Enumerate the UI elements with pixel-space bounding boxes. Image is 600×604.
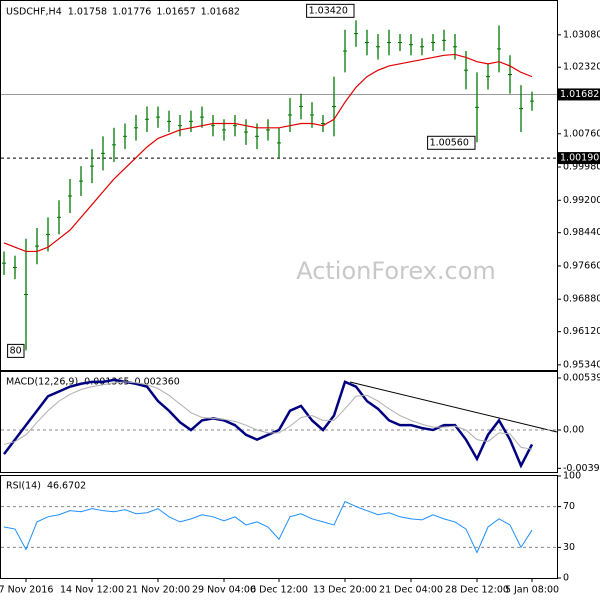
x-tick-label: 21 Nov 20:00 (126, 585, 190, 596)
y-tick-label: 100 (563, 471, 581, 482)
indicator-line (3, 500, 533, 554)
y-tick-label: 1.02320 (563, 62, 600, 73)
y-tick-label: 0.005398 (563, 372, 600, 383)
annotation-box (427, 135, 476, 150)
macd-panel (0, 371, 558, 473)
annotation-box (7, 343, 25, 358)
moving-average (3, 53, 533, 253)
y-tick-label: 1.00760 (563, 128, 600, 139)
y-tick-label: -0.003981 (563, 463, 600, 474)
annotation-label: 1.00560 (430, 137, 469, 148)
y-tick-label: 0.00 (563, 424, 584, 435)
y-tick-label: 0.99200 (563, 195, 600, 206)
annotation-box (306, 3, 355, 18)
y-tick-label: 0.98440 (563, 227, 600, 238)
indicator-line (3, 378, 534, 469)
readout-value: 46.6702 (47, 481, 86, 492)
y-tick-label: 70 (563, 501, 575, 512)
x-tick-label: 21 Dec 04:00 (379, 585, 443, 596)
readout-value: 0.002360 (135, 377, 180, 388)
readout-value: 1.01776 (112, 7, 151, 18)
y-tick-label: 0.96120 (563, 326, 600, 337)
y-tick-label: 1.03080 (563, 29, 600, 40)
readout-value: 1.01657 (156, 7, 195, 18)
readout-value: 1.01682 (201, 7, 240, 18)
x-tick-label: 29 Nov 04:00 (192, 585, 256, 596)
annotation-label: 1.03420 (309, 5, 348, 16)
price-line-box (558, 152, 600, 165)
x-tick-label: 14 Nov 12:00 (60, 585, 124, 596)
trend-line (349, 381, 558, 433)
price-line-box (558, 88, 600, 101)
price-line-label: 1.01682 (560, 89, 599, 100)
y-tick-label: 0.99980 (563, 162, 600, 173)
price-line-label: 1.00190 (560, 153, 599, 164)
y-tick-label: 0.96880 (563, 294, 600, 305)
x-tick-label: 6 Dec 12:00 (250, 585, 308, 596)
watermark: ActionForex.com (296, 257, 496, 285)
x-tick-label: 28 Dec 12:00 (445, 585, 509, 596)
y-tick-label: 0.95340 (563, 359, 600, 370)
x-tick-label: 13 Dec 20:00 (313, 585, 377, 596)
panel-title: MACD(12,26,9) (6, 377, 78, 388)
panel-title: RSI(14) (6, 481, 41, 492)
x-tick-label: 5 Jan 08:00 (505, 585, 559, 596)
indicator-line (3, 381, 533, 450)
y-tick-label: 0 (563, 573, 569, 584)
price-panel (0, 0, 558, 371)
y-tick-label: 30 (563, 542, 575, 553)
annotation-label: 80 (10, 345, 22, 356)
y-tick-label: 0.97660 (563, 260, 600, 271)
panel-title: USDCHF,H4 (6, 7, 62, 18)
x-tick-label: 7 Nov 2016 (0, 585, 53, 596)
readout-value: 1.01758 (68, 7, 107, 18)
